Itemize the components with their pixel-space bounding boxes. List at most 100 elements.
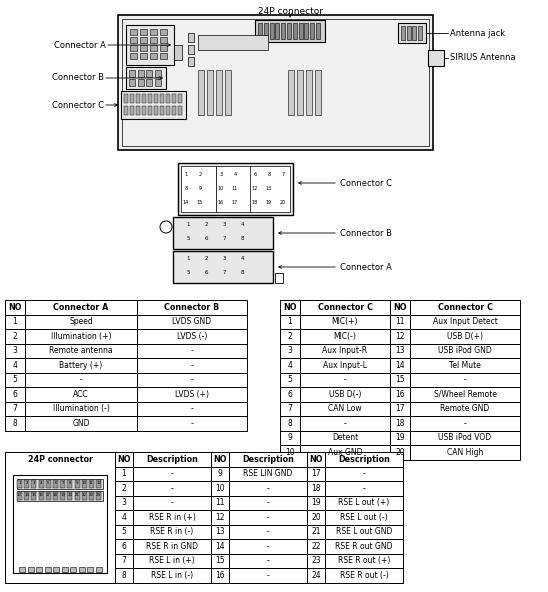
Text: 8: 8 bbox=[185, 185, 187, 191]
Text: 14: 14 bbox=[215, 542, 225, 551]
Text: 20: 20 bbox=[311, 513, 321, 522]
Bar bbox=[300, 387, 390, 401]
Text: Connector C: Connector C bbox=[340, 179, 392, 188]
Text: 15: 15 bbox=[31, 494, 36, 497]
Text: 8: 8 bbox=[240, 269, 244, 275]
Text: 7: 7 bbox=[222, 236, 226, 240]
Text: 6: 6 bbox=[288, 390, 293, 399]
Bar bbox=[138, 70, 144, 77]
Bar bbox=[137, 372, 247, 387]
Text: 1: 1 bbox=[288, 317, 293, 326]
Bar bbox=[211, 496, 229, 510]
Text: 19: 19 bbox=[60, 494, 65, 497]
Bar bbox=[174, 45, 182, 60]
Bar bbox=[137, 329, 247, 343]
Bar bbox=[398, 23, 426, 43]
Text: 16: 16 bbox=[39, 494, 43, 497]
Bar bbox=[428, 50, 444, 66]
Bar bbox=[142, 94, 146, 103]
Text: 8: 8 bbox=[240, 236, 244, 240]
Bar bbox=[160, 94, 164, 103]
Bar bbox=[25, 314, 137, 329]
Bar bbox=[115, 539, 133, 554]
Bar bbox=[160, 53, 167, 59]
Text: Battery (+): Battery (+) bbox=[59, 361, 102, 370]
Bar bbox=[300, 329, 390, 343]
Text: 8: 8 bbox=[288, 419, 293, 428]
Bar bbox=[115, 525, 133, 539]
Text: 16: 16 bbox=[215, 571, 225, 580]
Text: LVDS (-): LVDS (-) bbox=[177, 332, 207, 341]
Bar bbox=[78, 567, 84, 571]
Text: 5: 5 bbox=[186, 269, 190, 275]
Text: 1: 1 bbox=[122, 469, 127, 478]
Bar bbox=[307, 466, 325, 481]
Text: Connector B: Connector B bbox=[52, 73, 104, 82]
Text: 17: 17 bbox=[395, 404, 405, 413]
Bar bbox=[211, 539, 229, 554]
Text: 10: 10 bbox=[285, 448, 295, 457]
Bar bbox=[17, 491, 103, 500]
Text: 19: 19 bbox=[311, 498, 321, 507]
Text: 6: 6 bbox=[204, 236, 208, 240]
Text: RSE R in (-): RSE R in (-) bbox=[150, 527, 193, 536]
Bar bbox=[133, 525, 211, 539]
Bar bbox=[137, 300, 247, 314]
Text: 22: 22 bbox=[311, 542, 321, 551]
Text: 9: 9 bbox=[218, 469, 222, 478]
Text: USB D(-): USB D(-) bbox=[329, 390, 361, 399]
Bar bbox=[130, 53, 137, 59]
Text: 12: 12 bbox=[215, 513, 225, 522]
Bar bbox=[13, 475, 107, 572]
Bar bbox=[258, 23, 262, 39]
Text: Speed: Speed bbox=[69, 317, 93, 326]
Bar bbox=[25, 416, 137, 430]
Bar bbox=[150, 37, 157, 43]
Bar bbox=[299, 23, 302, 39]
Text: 10: 10 bbox=[215, 484, 225, 493]
Bar bbox=[133, 568, 211, 583]
Bar bbox=[307, 539, 325, 554]
Bar bbox=[229, 554, 307, 568]
Text: -: - bbox=[267, 484, 270, 493]
Text: 23: 23 bbox=[311, 556, 321, 565]
Bar bbox=[325, 554, 403, 568]
Bar bbox=[280, 358, 300, 372]
Text: -: - bbox=[267, 571, 270, 580]
Text: RSE R out (-): RSE R out (-) bbox=[340, 571, 389, 580]
Bar bbox=[216, 70, 222, 115]
Text: 11: 11 bbox=[215, 498, 225, 507]
Bar bbox=[307, 452, 325, 466]
Bar bbox=[304, 23, 309, 39]
Text: 19: 19 bbox=[395, 433, 405, 442]
Text: 3: 3 bbox=[33, 481, 35, 485]
Bar bbox=[148, 106, 152, 115]
Text: 20: 20 bbox=[67, 494, 72, 497]
Bar bbox=[255, 20, 325, 42]
Text: 22: 22 bbox=[82, 494, 87, 497]
Text: 2: 2 bbox=[198, 172, 202, 176]
Bar bbox=[410, 430, 520, 445]
Text: -: - bbox=[267, 527, 270, 536]
Bar bbox=[280, 387, 300, 401]
Bar bbox=[96, 480, 101, 487]
Text: USB iPod GND: USB iPod GND bbox=[438, 346, 492, 355]
Bar bbox=[115, 481, 133, 496]
Bar bbox=[300, 372, 390, 387]
Text: 7: 7 bbox=[282, 172, 284, 176]
Text: 3: 3 bbox=[222, 256, 226, 260]
Bar bbox=[229, 525, 307, 539]
Bar bbox=[31, 491, 36, 500]
Text: 1: 1 bbox=[186, 221, 190, 227]
Bar bbox=[410, 372, 520, 387]
Text: 18: 18 bbox=[252, 200, 258, 204]
Bar bbox=[130, 45, 137, 51]
Bar bbox=[53, 491, 58, 500]
Text: 8: 8 bbox=[122, 571, 127, 580]
Bar bbox=[264, 23, 268, 39]
Text: 6: 6 bbox=[54, 481, 56, 485]
Bar bbox=[280, 401, 300, 416]
Bar bbox=[280, 416, 300, 430]
Text: 4: 4 bbox=[40, 481, 42, 485]
Bar bbox=[146, 79, 152, 86]
